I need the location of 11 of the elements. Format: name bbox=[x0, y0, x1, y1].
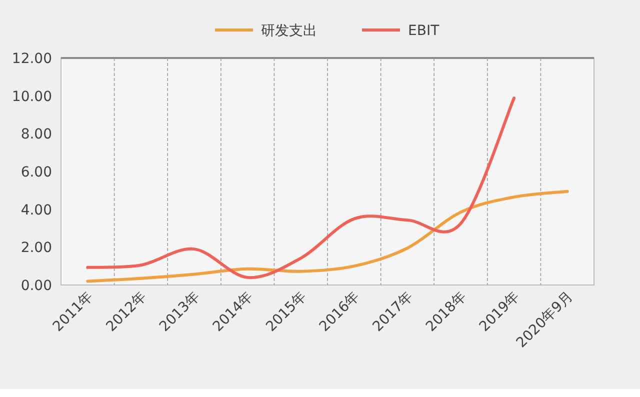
legend-label: 研发支出 bbox=[261, 23, 317, 39]
y-tick-label: 0.00 bbox=[20, 278, 52, 294]
line-series bbox=[86, 190, 569, 283]
line-series bbox=[86, 96, 516, 279]
y-tick-label: 2.00 bbox=[20, 240, 52, 256]
y-tick-label: 10.00 bbox=[12, 88, 52, 105]
y-tick-label: 4.00 bbox=[20, 202, 52, 218]
y-tick-label: 6.00 bbox=[20, 164, 52, 180]
y-tick-label: 8.00 bbox=[20, 126, 52, 143]
legend-label: EBIT bbox=[408, 23, 440, 39]
y-tick-label: 12.00 bbox=[12, 51, 52, 67]
